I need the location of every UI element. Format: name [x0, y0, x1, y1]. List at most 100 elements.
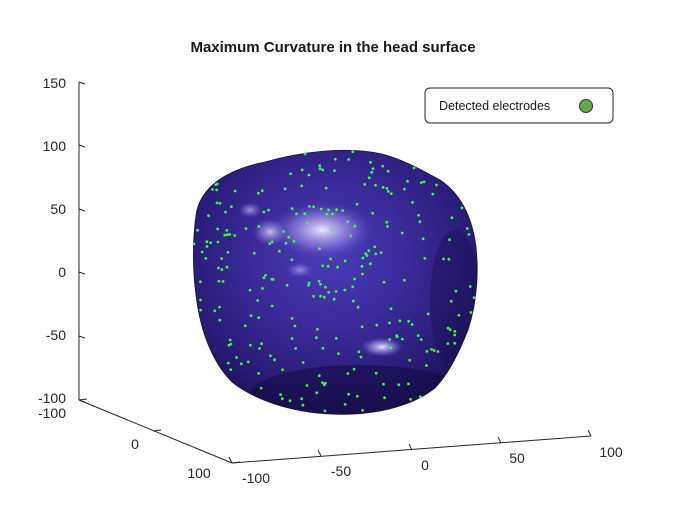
- electrode-point: [257, 191, 260, 195]
- electrode-point: [305, 384, 309, 387]
- electrode-point: [221, 280, 225, 283]
- electrode-point: [321, 168, 324, 172]
- electrode-point: [209, 241, 213, 245]
- electrode-point: [211, 188, 214, 191]
- electrode-point: [318, 247, 321, 251]
- x-tick-marks: [228, 429, 592, 464]
- electrode-point: [346, 372, 350, 375]
- electrode-point: [421, 237, 425, 241]
- electrode-point: [432, 349, 436, 352]
- z-tick-label: 100: [43, 138, 67, 154]
- electrode-point: [330, 228, 334, 232]
- electrode-point: [422, 180, 426, 184]
- electrode-point: [220, 268, 224, 272]
- electrode-point: [319, 294, 322, 298]
- surface-highlight: [238, 202, 262, 218]
- electrode-point: [239, 362, 243, 366]
- electrode-point: [446, 342, 450, 345]
- electrode-point: [249, 343, 252, 347]
- electrode-point: [325, 212, 329, 216]
- electrode-point: [318, 164, 322, 168]
- electrode-point: [389, 192, 393, 196]
- y-tick-label: 0: [131, 436, 139, 452]
- electrode-point: [267, 208, 270, 212]
- electrode-point: [280, 397, 284, 401]
- electrode-point: [322, 295, 326, 299]
- electrode-point: [218, 318, 222, 322]
- y-tick-label: -100: [38, 405, 66, 421]
- x-tick-label: 100: [599, 444, 623, 460]
- electrode-point: [419, 181, 423, 185]
- electrode-point: [196, 228, 200, 232]
- electrode-point: [312, 294, 315, 298]
- electrode-point: [395, 334, 399, 338]
- electrode-point: [454, 289, 458, 293]
- z-tick-label: -50: [46, 327, 66, 343]
- electrode-point: [300, 397, 303, 401]
- electrode-point: [253, 251, 256, 255]
- electrode-point: [300, 184, 304, 188]
- tick-mark: [78, 398, 88, 401]
- electrode-point: [260, 342, 263, 346]
- electrode-point: [225, 265, 229, 269]
- electrode-point: [290, 207, 294, 211]
- electrode-point: [228, 338, 232, 342]
- electrode-point: [388, 321, 391, 325]
- electrode-point: [270, 240, 274, 244]
- electrode-point: [257, 372, 260, 375]
- electrode-point: [418, 395, 422, 398]
- electrode-point: [453, 330, 457, 333]
- electrode-point: [315, 336, 318, 340]
- electrode-point: [352, 299, 355, 303]
- electrode-point: [215, 188, 219, 192]
- z-tick-labels: 150 100 50 0 -50 -100: [38, 75, 66, 406]
- electrode-point: [216, 227, 220, 231]
- electrode-point: [389, 346, 393, 350]
- electrode-point: [381, 164, 385, 168]
- tick-mark: [78, 81, 86, 85]
- electrode-markers: [192, 150, 476, 413]
- surface-highlight: [252, 218, 288, 246]
- tick-mark: [78, 271, 86, 275]
- electrode-point: [361, 256, 365, 260]
- electrode-point: [312, 205, 315, 209]
- electrode-point: [436, 350, 440, 353]
- electrode-point: [235, 356, 238, 359]
- surface-highlight: [286, 262, 314, 278]
- electrode-point: [351, 285, 355, 289]
- electrode-point: [295, 212, 298, 216]
- electrode-point: [224, 210, 227, 214]
- electrode-point: [301, 361, 305, 364]
- axes: [78, 81, 592, 464]
- electrode-point: [213, 309, 217, 313]
- y-tick-marks: [78, 398, 241, 464]
- electrode-point: [317, 279, 321, 283]
- electrode-point: [281, 368, 284, 372]
- legend: Detected electrodes: [424, 87, 614, 124]
- electrode-point: [448, 238, 451, 242]
- electrode-point: [258, 347, 261, 350]
- y-axis-line: [78, 399, 233, 464]
- electrode-point: [269, 354, 272, 358]
- legend-label: Detected electrodes: [439, 99, 550, 113]
- electrode-point: [220, 257, 224, 260]
- surface-highlight: [270, 202, 374, 258]
- electrode-point: [256, 299, 260, 302]
- electrode-point: [416, 334, 420, 337]
- electrode-point: [199, 308, 203, 312]
- electrode-point: [347, 158, 351, 161]
- electrode-point: [363, 183, 367, 186]
- electrode-point: [317, 374, 321, 377]
- electrode-point: [260, 189, 264, 193]
- electrode-point: [205, 245, 209, 248]
- electrode-point: [268, 242, 272, 246]
- electrode-point: [335, 208, 338, 212]
- electrode-point: [369, 262, 372, 266]
- electrode-point: [406, 179, 409, 183]
- electrode-point: [334, 336, 338, 340]
- electrode-point: [282, 230, 285, 233]
- z-tick-label: -100: [38, 390, 66, 406]
- electrode-point: [346, 220, 350, 224]
- electrode-point: [398, 319, 402, 323]
